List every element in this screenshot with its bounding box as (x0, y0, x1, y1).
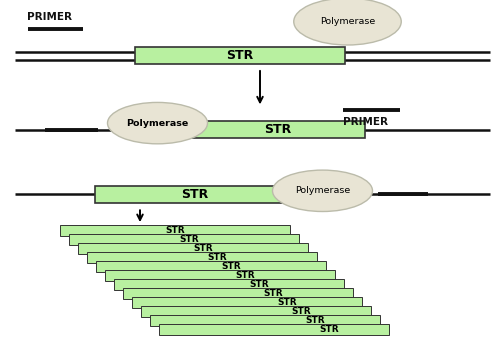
Text: STR: STR (263, 289, 283, 298)
Bar (69, 234, 299, 245)
Ellipse shape (294, 0, 401, 45)
Ellipse shape (272, 170, 372, 211)
Bar (159, 324, 389, 335)
Text: STR: STR (226, 49, 254, 62)
Text: Polymerase: Polymerase (126, 118, 188, 127)
Bar (114, 279, 344, 290)
Bar (60, 225, 290, 236)
Ellipse shape (108, 102, 208, 144)
Text: STR: STR (235, 271, 255, 280)
Text: PRIMER: PRIMER (28, 12, 72, 22)
Text: STR: STR (193, 244, 213, 253)
Text: STR: STR (291, 307, 311, 316)
Bar (123, 288, 353, 299)
Bar (96, 261, 326, 272)
Text: STR: STR (207, 253, 227, 262)
Text: STR: STR (179, 235, 199, 244)
Text: STR: STR (319, 325, 339, 334)
Bar (150, 315, 380, 326)
Bar (190, 121, 365, 138)
Text: STR: STR (182, 188, 208, 201)
Bar (95, 186, 295, 203)
Text: STR: STR (264, 123, 291, 136)
Text: STR: STR (249, 280, 269, 289)
Bar (135, 47, 345, 64)
Text: STR: STR (165, 226, 185, 235)
Bar (105, 270, 335, 281)
Text: STR: STR (221, 262, 241, 271)
Bar (141, 306, 371, 317)
Bar (87, 252, 317, 263)
Text: Polymerase: Polymerase (320, 17, 375, 26)
Bar (78, 243, 308, 254)
Text: STR: STR (305, 316, 325, 325)
Bar (132, 297, 362, 308)
Text: PRIMER: PRIMER (342, 117, 388, 127)
Text: STR: STR (277, 298, 297, 307)
Text: Polymerase: Polymerase (295, 186, 350, 195)
